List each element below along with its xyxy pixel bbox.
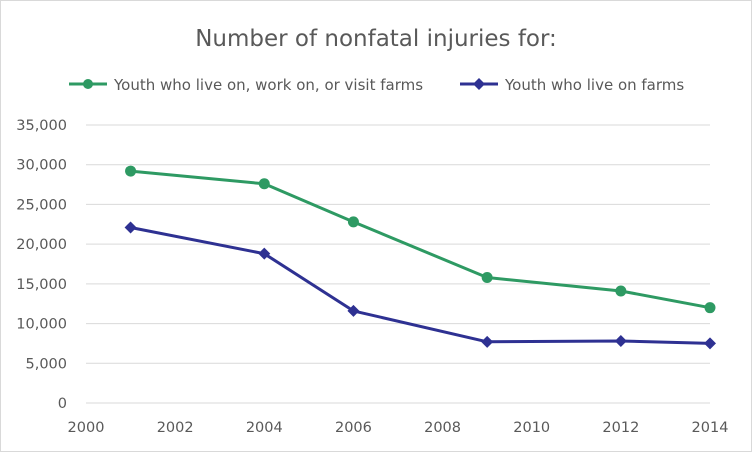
data-point	[704, 337, 716, 350]
x-tick-label: 2006	[335, 420, 372, 436]
x-tick-label: 2010	[513, 420, 550, 436]
data-point	[481, 335, 494, 348]
y-tick-label: 15,000	[16, 277, 67, 293]
x-tick-label: 2008	[424, 420, 461, 436]
y-tick-label: 20,000	[16, 237, 67, 253]
series-2	[124, 221, 716, 350]
y-tick-label: 10,000	[16, 317, 67, 333]
y-tick-label: 25,000	[16, 197, 67, 213]
y-tick-label: 30,000	[16, 158, 67, 174]
gridlines	[86, 124, 710, 404]
data-point	[347, 216, 359, 228]
y-tick-label: 5,000	[25, 356, 67, 372]
x-tick-label: 2002	[157, 420, 194, 436]
x-axis-tick-labels: 2000 2002 2004 2006 2008 2010 2012 2014	[68, 420, 729, 436]
data-point	[347, 304, 360, 317]
data-point	[481, 272, 493, 284]
legend-marker-diamond-icon	[473, 78, 485, 90]
data-point	[614, 335, 627, 348]
data-point	[258, 247, 271, 260]
y-tick-label: 35,000	[16, 118, 67, 134]
data-point	[125, 165, 137, 177]
chart-title: Number of nonfatal injuries for:	[195, 26, 557, 52]
legend-item-series-2: Youth who live on farms	[460, 76, 684, 94]
series-layer	[124, 165, 716, 350]
series-line-2	[130, 226, 711, 345]
y-tick-label: 0	[58, 396, 67, 412]
legend: Youth who live on, work on, or visit far…	[69, 76, 684, 94]
legend-label-series-2: Youth who live on farms	[504, 76, 684, 94]
legend-item-series-1: Youth who live on, work on, or visit far…	[69, 76, 423, 94]
x-tick-label: 2004	[246, 420, 283, 436]
legend-marker-circle-icon	[83, 79, 93, 89]
x-tick-label: 2000	[68, 420, 105, 436]
data-point	[615, 285, 627, 297]
y-axis-tick-labels: 0 5,000 10,000 15,000 20,000 25,000 30,000 35,0…	[16, 118, 67, 412]
series-1	[125, 165, 716, 314]
data-point	[258, 178, 270, 190]
data-point	[704, 302, 716, 314]
series-line-1	[130, 169, 711, 310]
x-tick-label: 2014	[692, 420, 729, 436]
x-tick-label: 2012	[602, 420, 639, 436]
legend-label-series-1: Youth who live on, work on, or visit far…	[113, 76, 423, 94]
data-point	[124, 221, 137, 234]
